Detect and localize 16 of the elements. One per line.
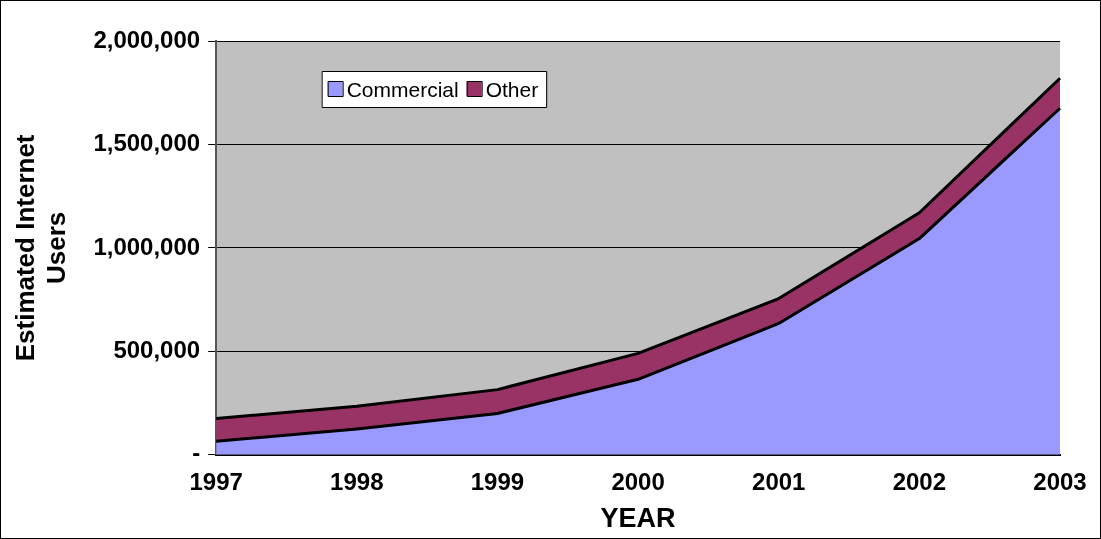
y-tick-label: 500,000 [113, 335, 201, 363]
x-tick-label: 2002 [892, 467, 947, 495]
x-tick-label: 1999 [470, 467, 525, 495]
x-tick-label: 2003 [1033, 467, 1087, 495]
y-tick-label: - [192, 439, 201, 467]
x-tick-label: 1998 [330, 467, 384, 495]
x-tick-label: 1997 [189, 467, 243, 495]
y-tick-label: 1,500,000 [93, 129, 201, 157]
x-tick-label: 2001 [752, 467, 806, 495]
legend-label: Commercial [346, 77, 459, 101]
x-tick-label: 2000 [611, 467, 665, 495]
y-axis-title: Estimated Internet Users [9, 134, 71, 362]
legend-label: Other [485, 77, 539, 101]
x-axis-title: YEAR [600, 503, 676, 534]
y-tick-label: 1,000,000 [93, 232, 201, 260]
y-tick-label: 2,000,000 [93, 25, 201, 53]
